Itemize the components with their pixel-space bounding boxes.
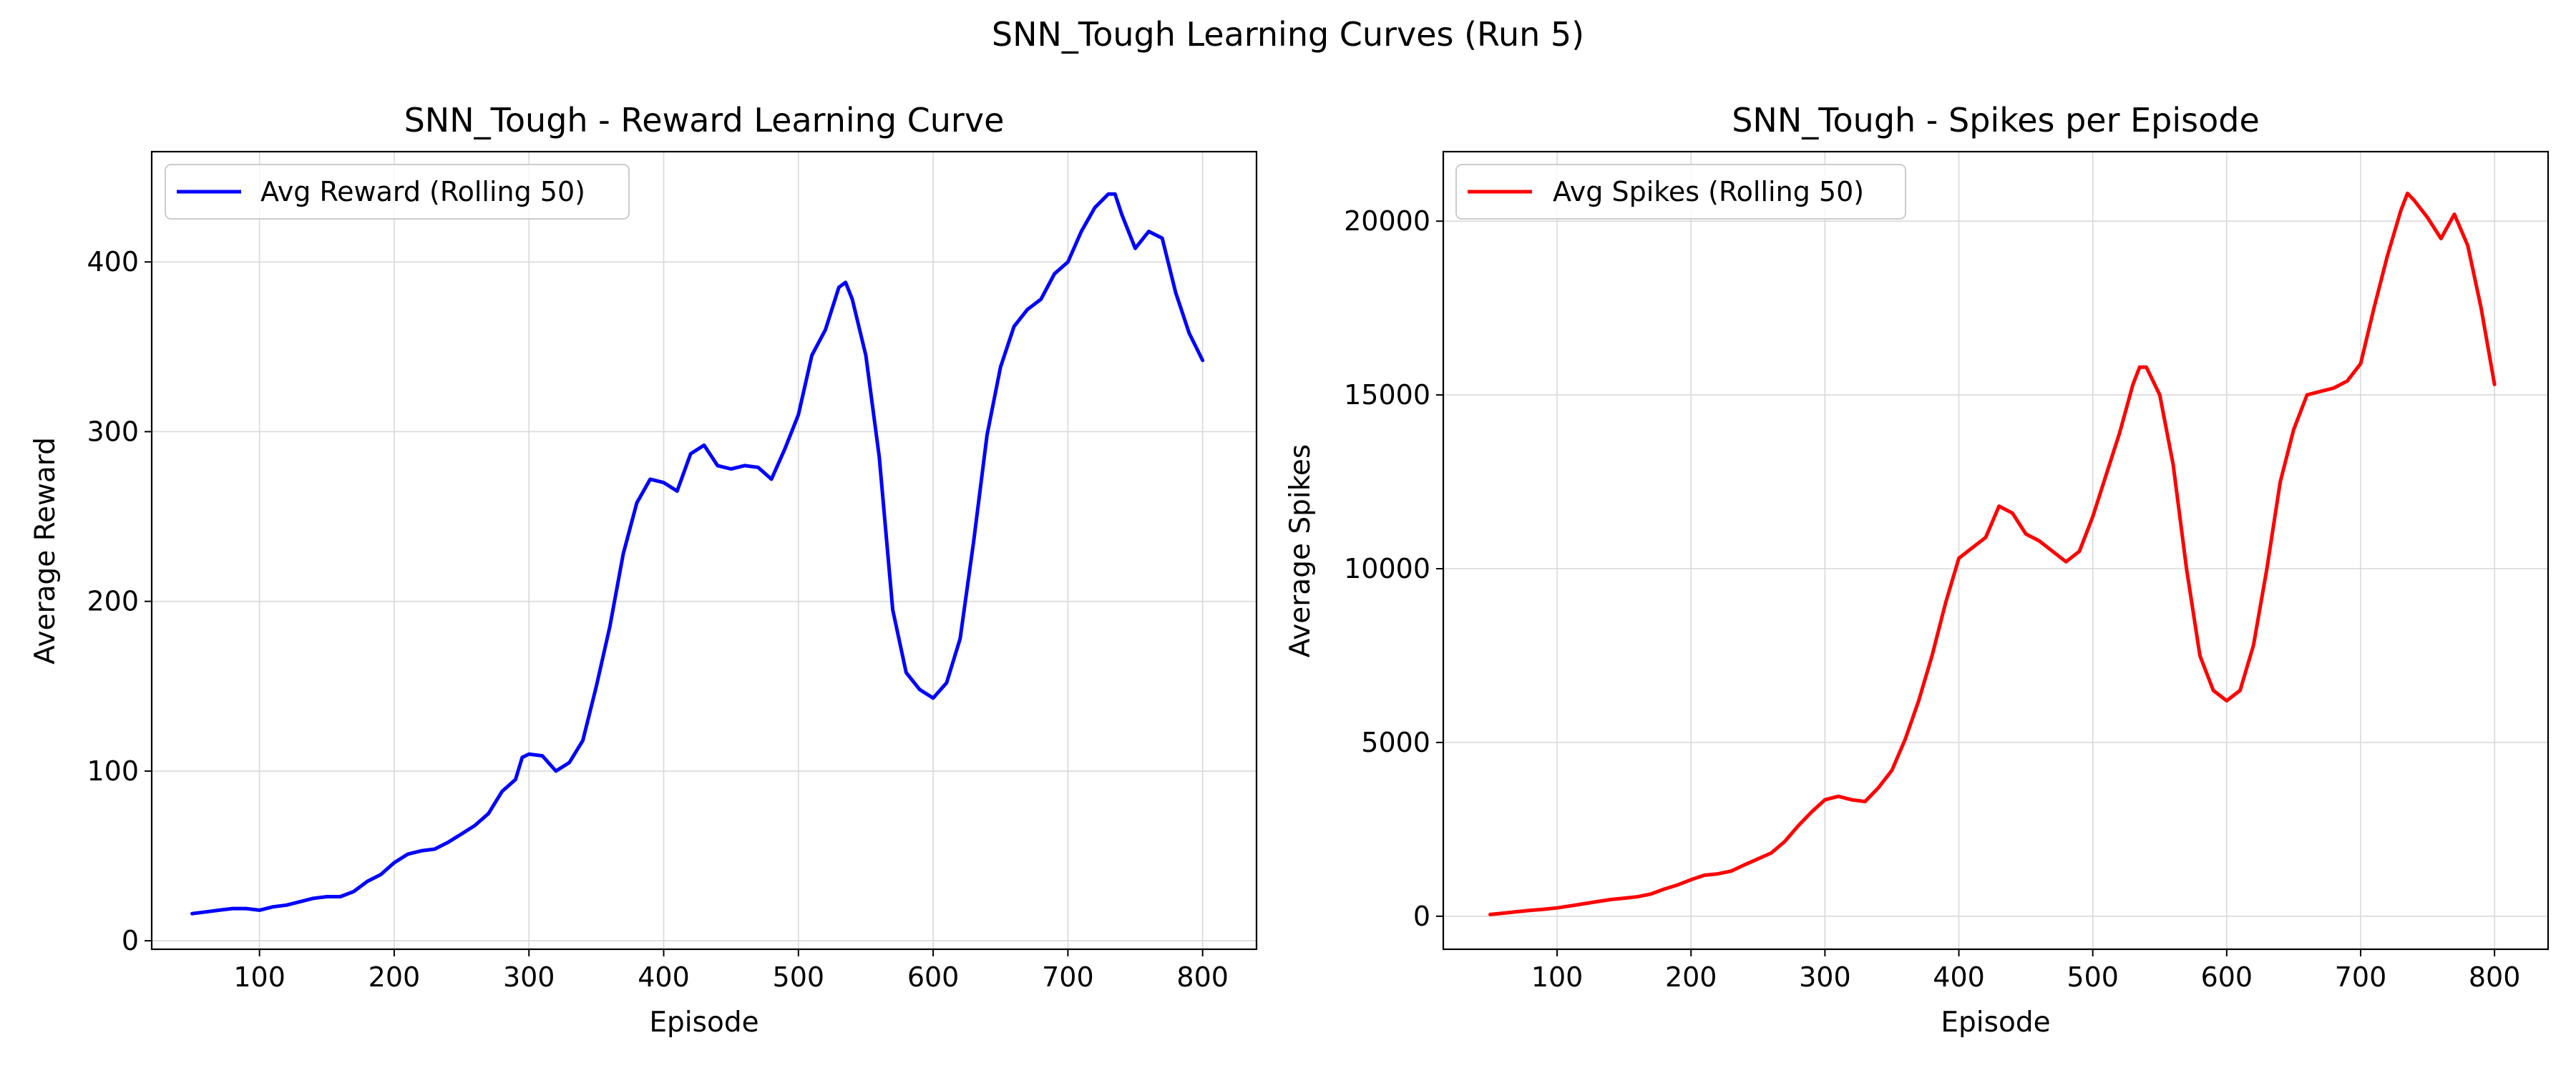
reward-chart-gridlines — [152, 152, 1257, 949]
reward-chart-legend: Avg Reward (Rolling 50) — [165, 164, 630, 220]
reward-chart-axes-frame — [150, 150, 1258, 951]
spikes-chart-axes-frame — [1442, 150, 2550, 951]
spikes-ytick-label-20000: 20000 — [1344, 205, 1430, 237]
spikes-xtick-label-200: 200 — [1665, 961, 1717, 993]
spikes-xtick-label-500: 500 — [2067, 961, 2119, 993]
reward-chart-axis-ticks: 100 200 300 400 500 600 700 800 0 100 200 300 400 — [87, 246, 1228, 993]
spikes-chart-gridlines — [1443, 152, 2548, 949]
spikes-xtick-label-400: 400 — [1933, 961, 1985, 993]
reward-xtick-label-800: 800 — [1176, 961, 1229, 993]
reward-legend-box — [165, 164, 630, 220]
spikes-chart-axis-ticks: 100 200 300 400 500 600 700 800 0 5000 10000 15000 2… — [1344, 205, 2520, 993]
reward-xtick-label-100: 100 — [233, 961, 286, 993]
spikes-xtick-label-600: 600 — [2201, 961, 2253, 993]
figure-suptitle: SNN_Tough Learning Curves (Run 5) — [992, 15, 1584, 54]
reward-xtick-label-300: 300 — [503, 961, 555, 993]
reward-ytick-label-0: 0 — [122, 925, 139, 956]
spikes-chart-title: SNN_Tough - Spikes per Episode — [1732, 101, 2260, 139]
spikes-xtick-label-300: 300 — [1799, 961, 1851, 993]
spikes-chart: SNN_Tough - Spikes per Episode Episode A… — [1284, 101, 2550, 1039]
reward-chart: SNN_Tough - Reward Learning Curve Episod… — [29, 101, 1258, 1039]
spikes-legend-box — [1455, 164, 1906, 220]
reward-chart-xlabel: Episode — [649, 1006, 758, 1039]
spikes-ytick-label-0: 0 — [1413, 901, 1430, 932]
reward-xtick-label-700: 700 — [1042, 961, 1094, 993]
reward-chart-title: SNN_Tough - Reward Learning Curve — [404, 101, 1005, 139]
spikes-chart-legend: Avg Spikes (Rolling 50) — [1455, 164, 1906, 220]
spikes-xtick-label-100: 100 — [1531, 961, 1584, 993]
reward-ytick-label-300: 300 — [87, 416, 139, 447]
reward-xtick-label-200: 200 — [369, 961, 421, 993]
spikes-legend-label: Avg Spikes (Rolling 50) — [1553, 176, 1864, 207]
spikes-ytick-label-15000: 15000 — [1344, 379, 1430, 411]
spikes-ytick-label-5000: 5000 — [1361, 727, 1430, 758]
reward-ytick-label-400: 400 — [87, 246, 139, 278]
reward-chart-ylabel: Average Reward — [29, 437, 62, 665]
spikes-chart-ylabel: Average Spikes — [1284, 444, 1317, 657]
reward-xtick-label-600: 600 — [907, 961, 960, 993]
reward-series-line-0 — [190, 192, 1205, 916]
reward-ytick-label-200: 200 — [87, 586, 139, 617]
reward-legend-label: Avg Reward (Rolling 50) — [260, 176, 585, 207]
spikes-xtick-label-800: 800 — [2469, 961, 2521, 993]
spikes-chart-xlabel: Episode — [1941, 1006, 2050, 1039]
reward-ytick-label-100: 100 — [87, 755, 139, 787]
reward-xtick-label-400: 400 — [638, 961, 690, 993]
reward-chart-series — [190, 192, 1205, 916]
spikes-chart-series — [1488, 191, 2497, 916]
reward-xtick-label-500: 500 — [773, 961, 825, 993]
spikes-ytick-label-10000: 10000 — [1344, 553, 1430, 584]
spikes-xtick-label-700: 700 — [2335, 961, 2387, 993]
spikes-series-line-0 — [1488, 191, 2497, 916]
